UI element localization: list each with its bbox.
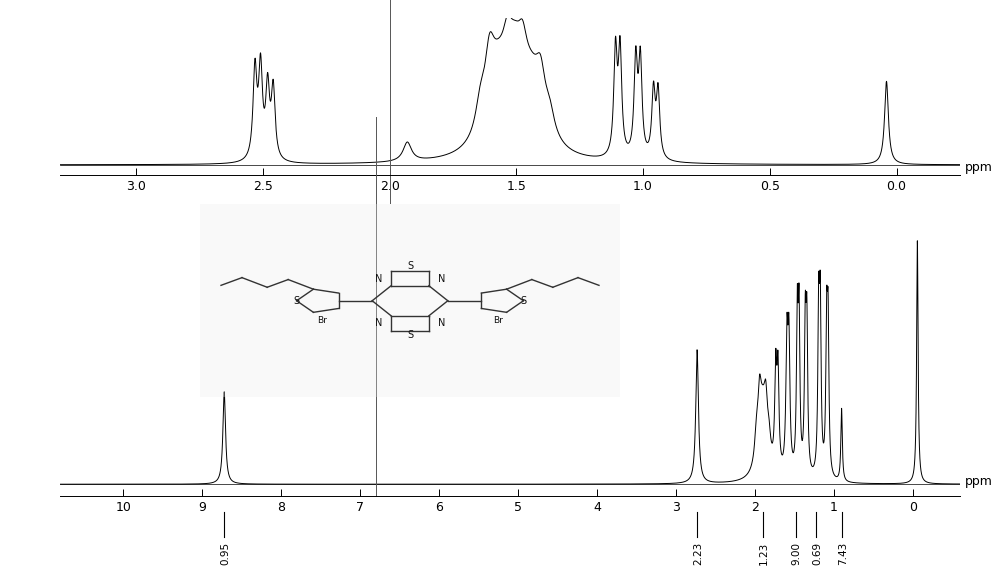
Text: S: S (407, 331, 413, 340)
Text: S: S (520, 296, 526, 306)
Text: 2.23: 2.23 (693, 542, 703, 565)
Text: N: N (438, 273, 445, 284)
Text: S: S (407, 261, 413, 271)
Text: 0.69: 0.69 (812, 542, 822, 565)
Text: 0.95: 0.95 (220, 542, 230, 565)
Text: 1.23: 1.23 (759, 542, 769, 565)
Text: S: S (294, 296, 300, 306)
Text: N: N (375, 318, 382, 328)
Text: 9.00: 9.00 (792, 542, 802, 565)
Text: N: N (375, 273, 382, 284)
Text: ppm: ppm (964, 475, 992, 488)
Text: N: N (438, 318, 445, 328)
Text: Br: Br (317, 315, 327, 325)
Text: 7.43: 7.43 (838, 542, 848, 565)
FancyBboxPatch shape (200, 204, 620, 397)
Text: ppm: ppm (964, 161, 992, 174)
Text: Br: Br (493, 315, 503, 325)
